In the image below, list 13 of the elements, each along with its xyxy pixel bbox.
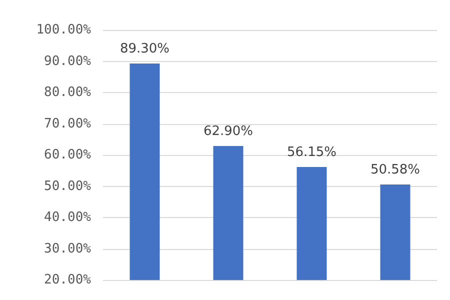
data-label: 89.30% [120,41,170,56]
y-tick-label: 100.00% [36,22,92,38]
y-tick-label: 90.00% [44,54,92,69]
data-label: 50.58% [370,162,420,178]
data-label: 56.15% [286,145,337,160]
y-tick-label: 60.00% [44,148,92,162]
y-tick-label: 30.00% [44,241,92,256]
y-tick-label: 50.00% [44,178,92,194]
data-label: 62.90% [203,124,254,139]
y-tick-label: 80.00% [44,85,92,100]
y-tick-label: 40.00% [44,210,92,225]
y-tick-label: 70.00% [44,116,92,132]
y-tick-label: 20.00% [44,272,92,288]
